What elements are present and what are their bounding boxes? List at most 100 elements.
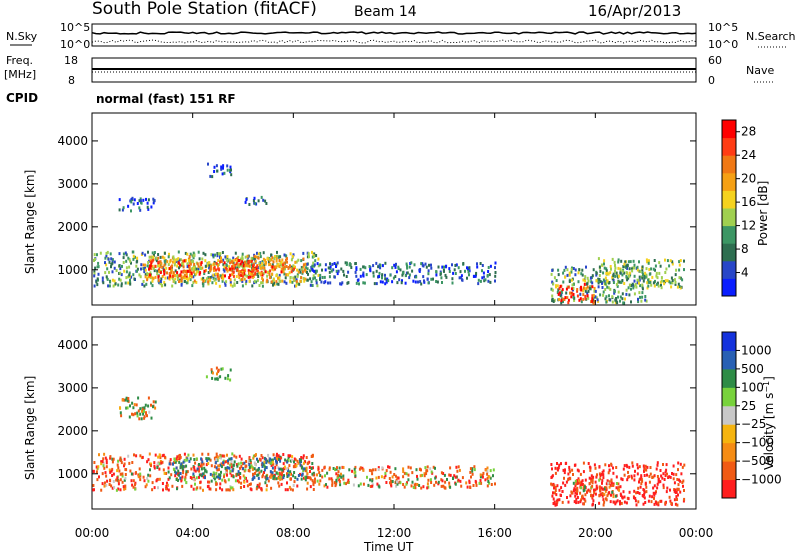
heat-cell bbox=[263, 460, 266, 464]
heat-cell bbox=[225, 488, 228, 492]
heat-cell bbox=[676, 498, 678, 501]
heat-cell bbox=[275, 280, 278, 284]
heat-cell bbox=[103, 466, 106, 470]
heat-cell bbox=[627, 286, 630, 290]
heat-cell bbox=[129, 259, 132, 263]
heat-cell bbox=[312, 473, 315, 477]
heat-cell bbox=[446, 478, 448, 481]
nsky-label: N.Sky bbox=[6, 30, 38, 43]
heat-cell bbox=[238, 259, 241, 263]
heat-cell bbox=[277, 282, 280, 286]
heat-cell bbox=[183, 259, 186, 263]
heat-cell bbox=[171, 484, 174, 488]
heat-cell bbox=[221, 279, 224, 283]
heat-cell bbox=[102, 457, 105, 461]
heat-cell bbox=[474, 479, 477, 483]
date-label: 16/Apr/2013 bbox=[588, 2, 681, 20]
heat-cell bbox=[215, 366, 218, 370]
heat-cell bbox=[102, 464, 105, 468]
heat-cell bbox=[631, 282, 634, 286]
heat-cell bbox=[156, 269, 159, 273]
heat-cell bbox=[625, 275, 628, 278]
heat-cell bbox=[240, 257, 243, 261]
heat-cell bbox=[611, 277, 614, 281]
heat-cell bbox=[371, 479, 374, 483]
heat-cell bbox=[362, 265, 365, 269]
heat-cell bbox=[578, 298, 581, 302]
heat-cell bbox=[97, 272, 100, 276]
heat-cell bbox=[250, 263, 253, 267]
heat-cell bbox=[147, 404, 150, 408]
colorbar-cell bbox=[722, 350, 736, 370]
heat-cell bbox=[445, 264, 448, 268]
heat-cell bbox=[304, 475, 307, 479]
nsky-line bbox=[91, 31, 697, 35]
heat-cell bbox=[286, 273, 289, 277]
heat-cell bbox=[263, 468, 266, 472]
heat-cell bbox=[148, 255, 151, 259]
heat-cell bbox=[637, 297, 639, 301]
heat-cell bbox=[655, 274, 658, 278]
heat-cell bbox=[634, 283, 637, 286]
heat-cell bbox=[195, 272, 198, 276]
heat-cell bbox=[615, 482, 618, 485]
heat-cell bbox=[153, 269, 156, 273]
heat-cell bbox=[281, 279, 284, 283]
colorbar-cell bbox=[722, 368, 736, 388]
heat-cell bbox=[355, 266, 358, 270]
heat-cell bbox=[656, 463, 659, 467]
heat-cell bbox=[301, 472, 304, 476]
heat-cell bbox=[476, 262, 478, 266]
heat-cell bbox=[282, 263, 284, 267]
heat-cell bbox=[579, 472, 582, 476]
heat-cell bbox=[179, 472, 182, 475]
heat-cell bbox=[215, 281, 218, 285]
heat-cell bbox=[165, 484, 168, 488]
heat-cell bbox=[568, 273, 571, 277]
heat-cell bbox=[362, 468, 365, 472]
heat-cell bbox=[255, 267, 258, 270]
heat-cell bbox=[229, 273, 232, 277]
heat-cell bbox=[222, 263, 225, 267]
heat-cell bbox=[185, 481, 188, 485]
heat-cell bbox=[221, 367, 224, 371]
heat-cell bbox=[140, 263, 143, 267]
heat-cell bbox=[633, 284, 636, 288]
heat-cell bbox=[646, 473, 648, 477]
heat-cell bbox=[335, 265, 337, 268]
heat-cell bbox=[609, 484, 612, 488]
heat-cell bbox=[247, 269, 250, 273]
heat-cell bbox=[257, 476, 260, 480]
heat-cell bbox=[631, 461, 634, 465]
heat-cell bbox=[95, 470, 98, 474]
freq-tick-bottom: 8 bbox=[68, 74, 75, 87]
heat-cell bbox=[153, 464, 156, 468]
heat-cell bbox=[216, 252, 219, 255]
heat-cell bbox=[256, 485, 259, 489]
heat-cell bbox=[166, 260, 169, 264]
heat-cell bbox=[570, 267, 573, 271]
heat-cell bbox=[183, 273, 186, 277]
x-tick-label: 00:00 bbox=[75, 526, 110, 540]
heat-cell bbox=[150, 205, 153, 209]
heat-cell bbox=[614, 263, 616, 267]
heat-cell bbox=[477, 282, 480, 286]
heat-cell bbox=[240, 461, 243, 465]
heat-cell bbox=[644, 275, 647, 279]
heat-cell bbox=[133, 453, 135, 457]
heat-cell bbox=[317, 257, 320, 261]
heat-cell bbox=[608, 468, 611, 472]
heat-cell bbox=[256, 251, 258, 255]
heat-cell bbox=[594, 466, 597, 470]
heat-cell bbox=[240, 481, 243, 485]
heat-cell bbox=[359, 274, 362, 278]
heat-cell bbox=[314, 259, 317, 263]
heat-cell bbox=[125, 270, 128, 274]
heat-cell bbox=[617, 482, 620, 486]
heat-cell bbox=[302, 257, 305, 261]
heat-cell bbox=[403, 471, 406, 475]
heat-cell bbox=[487, 266, 490, 269]
heat-cell bbox=[607, 471, 610, 475]
heat-cell bbox=[202, 279, 205, 283]
heat-cell bbox=[564, 265, 567, 269]
